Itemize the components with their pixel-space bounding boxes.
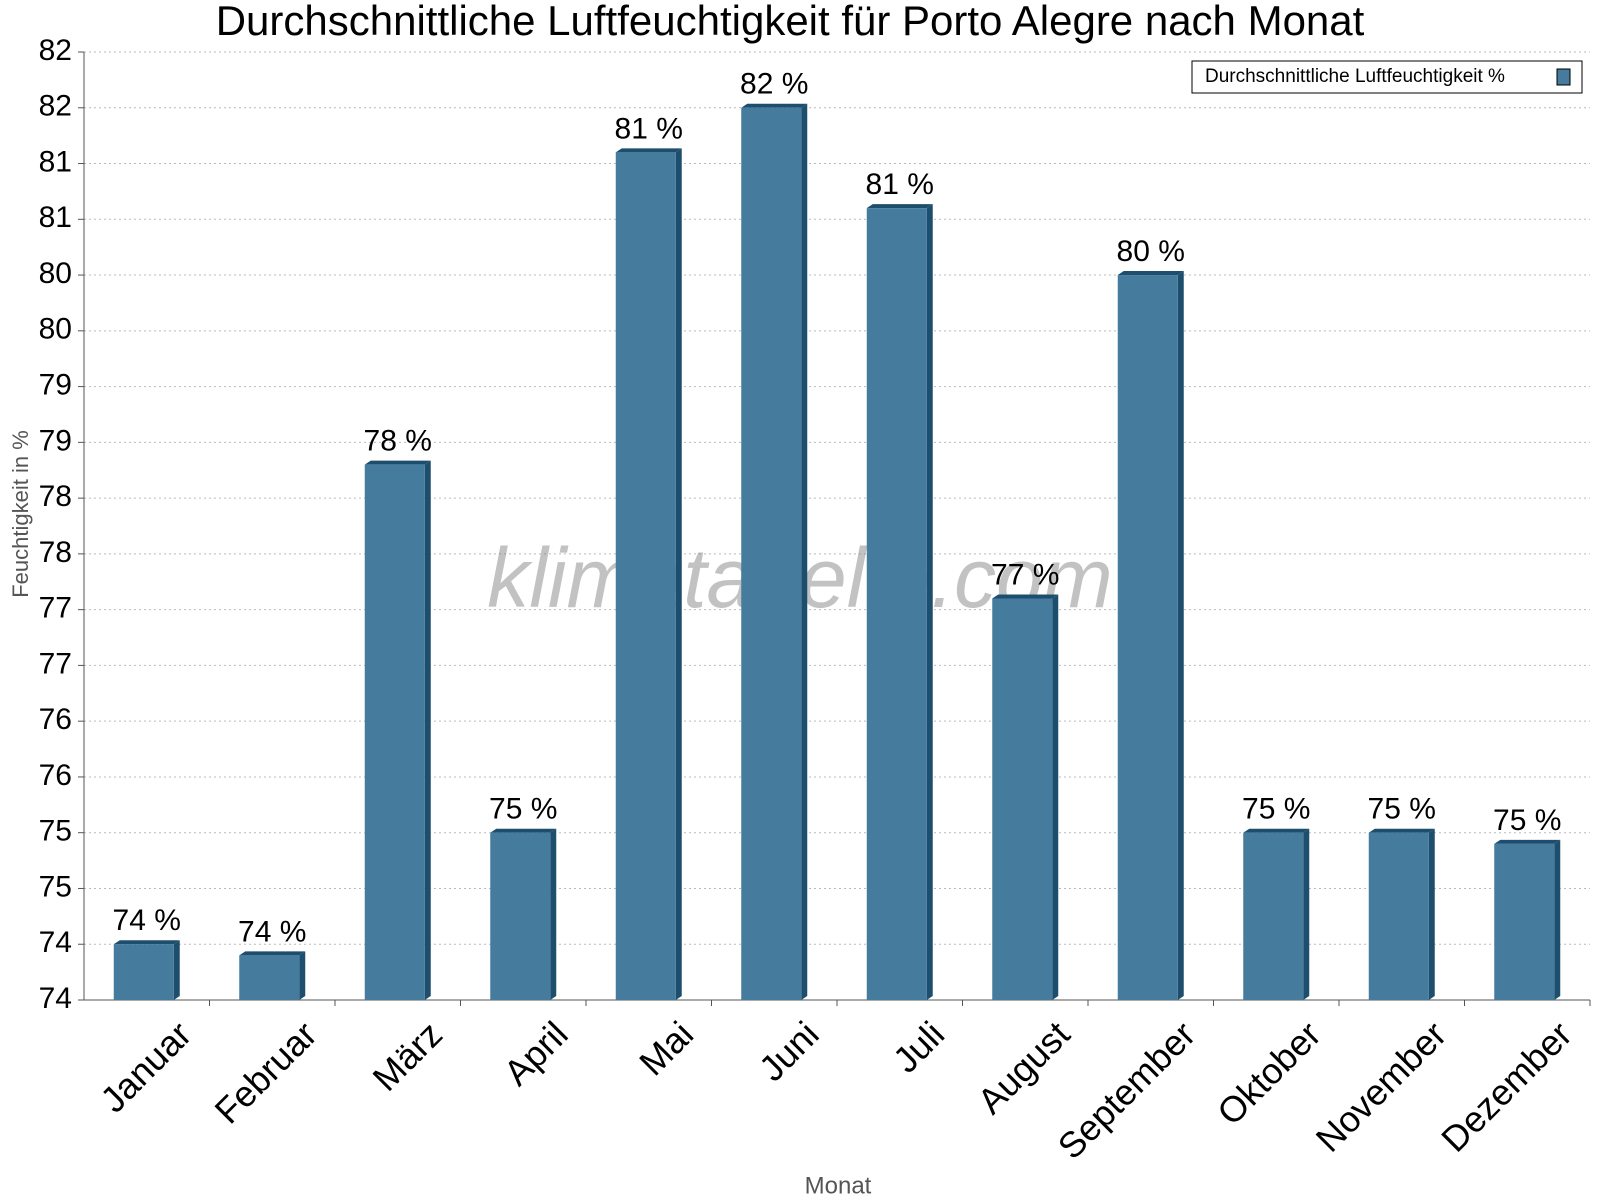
value-label: 75 % [1493, 804, 1561, 837]
y-tick-label: 78 [39, 536, 72, 569]
bar-side [1303, 828, 1310, 1000]
bar [615, 152, 676, 1000]
bar [1368, 832, 1429, 1000]
value-label: 74 % [238, 915, 306, 948]
y-tick-label: 80 [39, 313, 72, 346]
value-label: 81 % [866, 168, 934, 201]
x-axis-label: Monat [805, 1172, 872, 1199]
y-tick-label: 75 [39, 870, 72, 903]
legend: Durchschnittliche Luftfeuchtigkeit % [1191, 60, 1583, 94]
legend-swatch [1556, 68, 1571, 86]
value-label: 80 % [1117, 235, 1185, 268]
bar-side [1554, 839, 1561, 1000]
y-tick-label: 82 [39, 90, 72, 123]
bar [113, 944, 174, 1000]
y-tick-label: 76 [39, 759, 72, 792]
y-tick-label: 79 [39, 424, 72, 457]
y-tick-label: 74 [39, 926, 72, 959]
bar-top [113, 940, 180, 945]
value-label: 77 % [991, 558, 1059, 591]
bar-top [866, 204, 933, 209]
bar [1117, 275, 1178, 1000]
bar-side [926, 204, 933, 1000]
value-label: 75 % [1368, 793, 1436, 826]
bar-top [1117, 271, 1184, 276]
value-label: 75 % [489, 793, 557, 826]
bar [490, 832, 551, 1000]
bar [1243, 832, 1304, 1000]
bar [364, 464, 425, 1000]
bar-top [741, 103, 808, 108]
bar-side [424, 460, 431, 1000]
y-axis-label: Feuchtigkeit in % [8, 430, 33, 598]
bar-side [1428, 828, 1435, 1000]
value-label: 74 % [113, 904, 181, 937]
bar-top [615, 148, 682, 153]
bar-top [239, 951, 306, 956]
value-label: 75 % [1242, 793, 1310, 826]
value-label: 78 % [364, 425, 432, 458]
y-tick-label: 80 [39, 257, 72, 290]
bar-side [299, 951, 306, 1000]
bar-top [490, 828, 557, 833]
bar-top [992, 594, 1059, 599]
y-tick-label: 79 [39, 369, 72, 402]
bar-side [1052, 594, 1059, 1000]
bar-side [173, 940, 180, 1000]
y-tick-label: 82 [39, 34, 72, 67]
y-tick-label: 81 [39, 201, 72, 234]
bar [239, 955, 300, 1000]
y-tick-label: 78 [39, 480, 72, 513]
y-tick-label: 76 [39, 703, 72, 736]
bar-top [1368, 828, 1435, 833]
value-label: 82 % [740, 68, 808, 101]
legend-box [1191, 60, 1583, 94]
bar-side [1177, 271, 1184, 1000]
y-tick-label: 77 [39, 592, 72, 625]
y-tick-label: 81 [39, 145, 72, 178]
value-label: 81 % [615, 112, 683, 145]
bar-top [364, 460, 431, 465]
chart-title: Durchschnittliche Luftfeuchtigkeit für P… [216, 0, 1365, 44]
bar [741, 107, 802, 1000]
legend-label: Durchschnittliche Luftfeuchtigkeit % [1205, 66, 1505, 87]
bar-top [1243, 828, 1310, 833]
bar-side [801, 103, 808, 1000]
bar-side [675, 148, 682, 1000]
bar [866, 208, 927, 1000]
bar [1494, 843, 1555, 1000]
y-tick-label: 74 [39, 982, 72, 1015]
y-tick-label: 75 [39, 815, 72, 848]
bar [992, 598, 1053, 1000]
bar-side [550, 828, 557, 1000]
bar-top [1494, 839, 1561, 844]
y-tick-label: 77 [39, 647, 72, 680]
